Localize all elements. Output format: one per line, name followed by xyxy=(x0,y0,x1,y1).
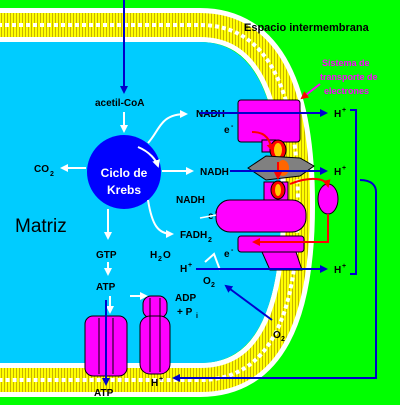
etc-pointer xyxy=(300,83,321,100)
o2-outer-subscript: 2 xyxy=(281,336,285,343)
co2-subscript: 2 xyxy=(50,171,54,178)
o2-inner-subscript: 2 xyxy=(211,282,215,289)
intermembrane-space-label: Espacio intermembrana xyxy=(244,22,370,34)
fadh2-label: FADH xyxy=(180,230,207,241)
etc-label-line-2: transporte de xyxy=(320,72,378,82)
atp-synthase xyxy=(130,292,171,375)
h2o-subscript: 2 xyxy=(158,256,162,263)
complex-3 xyxy=(215,180,307,233)
o2-outer-label: O xyxy=(273,330,281,341)
pi-label: + P xyxy=(177,307,193,318)
proton-sup-5: + xyxy=(159,376,163,383)
co2-label: CO xyxy=(34,164,49,175)
oxygen-arrow xyxy=(224,284,273,321)
complex-2 xyxy=(247,155,315,181)
electron-label-1: e xyxy=(224,125,230,136)
electron-path-3 xyxy=(289,178,331,188)
nadh-1-arrow xyxy=(147,110,188,144)
atp-transporter xyxy=(84,300,128,386)
proton-label-5: H xyxy=(151,378,158,389)
electron-label-3: e xyxy=(224,249,230,260)
electron-path-1 xyxy=(251,131,275,152)
matrix-label: Matriz xyxy=(15,216,67,237)
electron-sup-1: - xyxy=(231,123,234,130)
gtp-label: GTP xyxy=(96,250,117,261)
o2-inner-label: O xyxy=(203,276,211,287)
proton-sup-3: + xyxy=(342,263,346,270)
acetyl-coa-label: acetil-CoA xyxy=(95,98,144,109)
etc-label-line-1: Sistema de xyxy=(322,58,370,68)
adp-label: ADP xyxy=(175,293,196,304)
proton-label-3: H xyxy=(334,265,341,276)
atp-bottom-label: ATP xyxy=(94,388,114,399)
h2o-label: H xyxy=(150,250,157,261)
proton-label-1: H xyxy=(334,109,341,120)
proton-sup-1: + xyxy=(342,107,346,114)
cytochrome-c xyxy=(317,183,339,215)
atp-mid-label: ATP xyxy=(96,282,116,293)
krebs-cycle-arrow xyxy=(137,146,160,168)
proton-bracket xyxy=(350,109,357,275)
electron-sup-3: - xyxy=(231,247,234,254)
krebs-label-1: Ciclo de xyxy=(101,166,148,180)
electron-path-4 xyxy=(252,214,329,246)
proton-sup-matrix: + xyxy=(188,262,192,269)
proton-return-path xyxy=(172,179,377,382)
krebs-cycle-circle xyxy=(87,135,161,209)
electron-sup-2: - xyxy=(215,209,218,216)
nadh-1-label: NADH xyxy=(196,109,225,120)
nadh-3-label: NADH xyxy=(176,195,205,206)
electron-link-2 xyxy=(199,214,217,219)
krebs-label-2: Krebs xyxy=(107,183,141,197)
fadh2-arrow xyxy=(147,199,174,238)
pi-subscript: i xyxy=(196,313,198,320)
water-formation-arrow xyxy=(204,252,221,271)
proton-label-matrix: H xyxy=(180,264,187,275)
fadh2-subscript: 2 xyxy=(208,237,212,244)
etc-label-line-3: electrones xyxy=(324,86,369,96)
h2o-tail: O xyxy=(163,250,171,261)
nadh-2-label: NADH xyxy=(200,167,229,178)
proton-label-2: H xyxy=(334,167,341,178)
proton-sup-2: + xyxy=(342,165,346,172)
